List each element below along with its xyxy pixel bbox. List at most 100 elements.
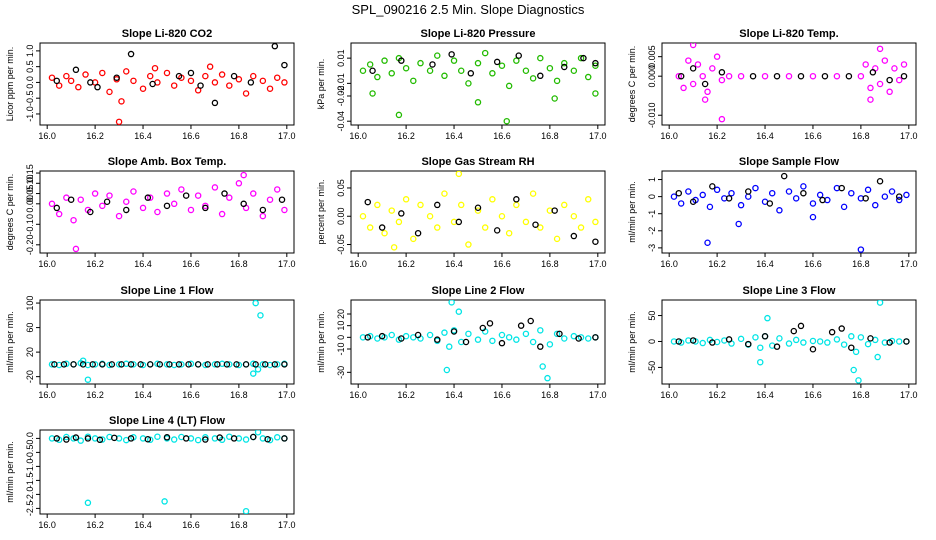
data-point bbox=[580, 54, 587, 62]
data-point bbox=[699, 339, 706, 347]
data-point bbox=[489, 337, 496, 345]
data-point bbox=[273, 361, 281, 368]
data-point bbox=[161, 498, 168, 505]
data-point bbox=[221, 190, 228, 197]
x-tick-label: 16.0 bbox=[38, 131, 56, 141]
data-point bbox=[561, 59, 568, 67]
chart-panel-6: Slope Sample Flow 16.0 16.2 16.4 16.6 16.8 17.… bbox=[627, 156, 918, 269]
data-point bbox=[235, 76, 243, 83]
data-point bbox=[271, 361, 279, 368]
y-tick-label: 0.005 bbox=[647, 45, 657, 68]
chart-title: Slope Li-820 Pressure bbox=[421, 28, 536, 40]
data-point bbox=[544, 374, 551, 382]
data-point bbox=[592, 218, 599, 226]
y-tick-label: -1.5 bbox=[25, 473, 35, 489]
data-point bbox=[790, 327, 798, 335]
data-point bbox=[149, 80, 156, 88]
data-point bbox=[242, 507, 250, 514]
x-tick-label: 17.0 bbox=[589, 390, 607, 400]
data-point bbox=[170, 436, 178, 443]
chart-panel-4: Slope Amb. Box Temp. 16.0 16.2 16.4 16.6 16.8… bbox=[5, 156, 296, 269]
data-point bbox=[72, 434, 80, 441]
data-points bbox=[670, 172, 910, 253]
x-tick-label: 16.0 bbox=[349, 259, 367, 269]
data-point bbox=[505, 229, 513, 237]
data-point bbox=[848, 344, 855, 351]
data-point bbox=[146, 72, 154, 80]
y-axis-label: ml/min per min. bbox=[627, 311, 637, 373]
data-point bbox=[99, 436, 106, 443]
data-point bbox=[752, 184, 759, 192]
x-tick-label: 16.4 bbox=[445, 131, 463, 141]
data-point bbox=[855, 377, 862, 384]
data-point bbox=[773, 72, 781, 80]
data-point bbox=[240, 200, 247, 208]
data-point bbox=[816, 191, 824, 199]
data-point bbox=[250, 190, 257, 197]
chart-panel-10: Slope Line 4 (LT) Flow 16.0 16.2 16.4 16.6 16… bbox=[5, 415, 296, 530]
y-tick-label: -2 bbox=[647, 227, 657, 235]
data-point bbox=[556, 330, 563, 338]
y-tick-label: -20 bbox=[25, 370, 35, 383]
data-point bbox=[123, 68, 130, 75]
data-point bbox=[388, 207, 395, 214]
y-tick-label: -0.5 bbox=[25, 90, 35, 106]
data-point bbox=[369, 67, 376, 75]
data-point bbox=[127, 435, 135, 442]
y-axis-label: ml/min per min. bbox=[5, 311, 15, 373]
data-point bbox=[481, 224, 489, 231]
data-point bbox=[235, 180, 243, 187]
y-tick-label: -1.0 bbox=[25, 106, 35, 122]
y-tick-label: -30 bbox=[336, 366, 346, 379]
data-point bbox=[398, 210, 405, 217]
data-point bbox=[79, 361, 87, 368]
data-point bbox=[867, 84, 874, 92]
y-axis-label: ml/min per min. bbox=[316, 311, 326, 373]
y-tick-label: 20 bbox=[25, 347, 35, 357]
y-tick-label: -1.0 bbox=[25, 459, 35, 475]
data-point bbox=[197, 82, 204, 89]
y-tick-label: 0 bbox=[647, 339, 657, 344]
chart-panel-7: Slope Line 1 Flow 16.0 16.2 16.4 16.6 16.8 17.… bbox=[5, 285, 296, 400]
data-point bbox=[713, 186, 721, 194]
data-point bbox=[211, 361, 219, 368]
data-point bbox=[359, 67, 367, 75]
y-tick-label: 20 bbox=[336, 309, 346, 319]
data-point bbox=[108, 361, 116, 368]
data-point bbox=[800, 183, 807, 190]
chart-panel-1: Slope Li-820 CO2 16.0 16.2 16.4 16.6 16.8 17.0… bbox=[5, 28, 296, 141]
data-point bbox=[838, 325, 845, 332]
x-tick-label: 16.4 bbox=[134, 131, 152, 141]
data-point bbox=[537, 54, 544, 62]
data-point bbox=[278, 196, 286, 203]
x-tick-label: 16.2 bbox=[86, 390, 104, 400]
data-point bbox=[111, 434, 118, 442]
data-point bbox=[166, 361, 173, 368]
data-point bbox=[800, 189, 807, 197]
data-point bbox=[51, 361, 58, 368]
y-axis-label: ml/min per min. bbox=[5, 441, 15, 503]
data-point bbox=[163, 190, 171, 197]
x-tick-label: 16.2 bbox=[397, 131, 415, 141]
data-point bbox=[230, 435, 238, 442]
data-point bbox=[264, 435, 271, 443]
data-point bbox=[266, 85, 274, 92]
data-point bbox=[226, 361, 233, 368]
data-point bbox=[584, 335, 592, 342]
data-point bbox=[139, 204, 147, 212]
data-point bbox=[443, 366, 451, 374]
x-tick-label: 16.2 bbox=[86, 520, 104, 530]
data-point bbox=[761, 333, 769, 340]
data-point bbox=[426, 331, 434, 339]
chart-title: Slope Gas Stream RH bbox=[421, 156, 534, 168]
x-tick-label: 16.6 bbox=[493, 390, 511, 400]
data-point bbox=[271, 43, 279, 50]
data-point bbox=[761, 72, 769, 80]
data-point bbox=[816, 338, 824, 345]
data-point bbox=[737, 201, 745, 209]
data-point bbox=[72, 245, 80, 253]
data-point bbox=[63, 436, 70, 443]
data-point bbox=[876, 45, 884, 53]
data-point bbox=[537, 72, 544, 80]
data-point bbox=[792, 336, 800, 344]
